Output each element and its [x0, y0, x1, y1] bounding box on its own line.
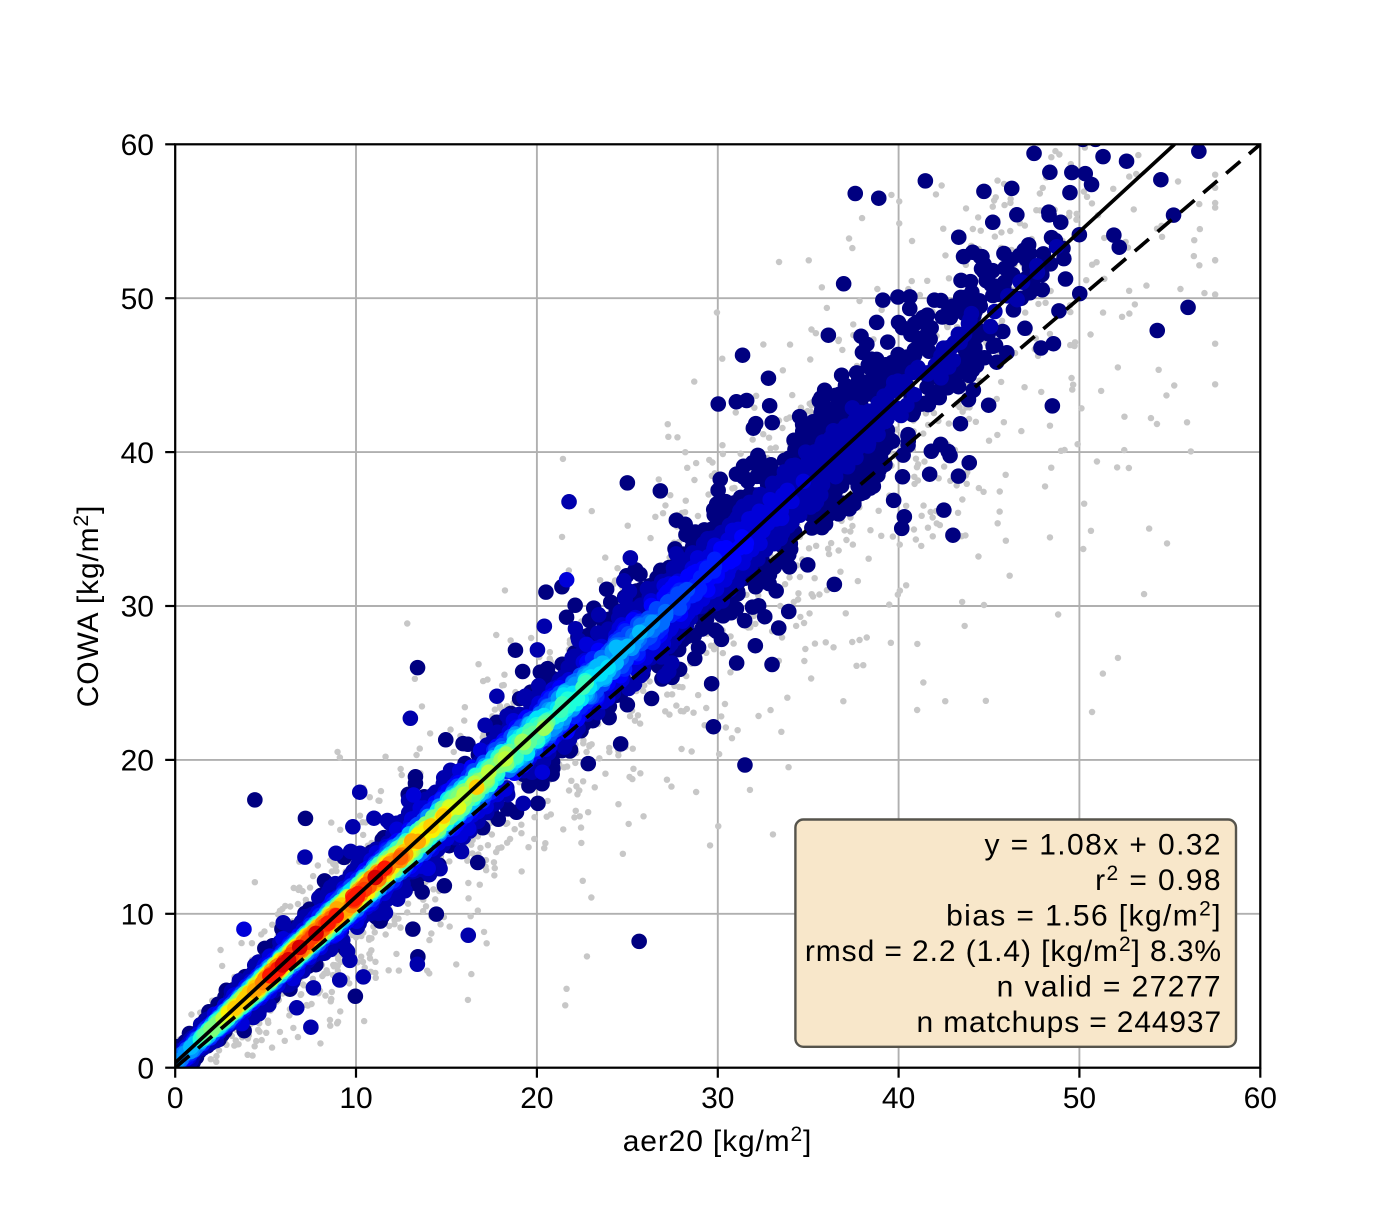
- svg-text:rmsd = 2.2 (1.4) [kg/m2] 8.3%: rmsd = 2.2 (1.4) [kg/m2] 8.3%: [805, 933, 1222, 968]
- svg-text:y = 1.08x + 0.32: y = 1.08x + 0.32: [984, 829, 1222, 862]
- svg-text:10: 10: [339, 1082, 372, 1115]
- svg-text:20: 20: [520, 1082, 553, 1115]
- svg-text:50: 50: [121, 283, 154, 316]
- svg-text:50: 50: [1063, 1082, 1096, 1115]
- svg-text:0: 0: [167, 1082, 184, 1115]
- svg-text:20: 20: [121, 745, 154, 778]
- svg-text:30: 30: [121, 591, 154, 624]
- svg-text:COWA [kg/m2]: COWA [kg/m2]: [70, 505, 105, 707]
- svg-text:n matchups = 244937: n matchups = 244937: [916, 1006, 1222, 1039]
- svg-text:30: 30: [701, 1082, 734, 1115]
- svg-text:60: 60: [1244, 1082, 1277, 1115]
- svg-text:aer20 [kg/m2]: aer20 [kg/m2]: [623, 1123, 812, 1158]
- svg-text:n valid = 27277: n valid = 27277: [997, 971, 1222, 1004]
- svg-text:60: 60: [121, 129, 154, 162]
- svg-text:40: 40: [121, 437, 154, 470]
- svg-text:10: 10: [121, 899, 154, 932]
- svg-text:40: 40: [882, 1082, 915, 1115]
- svg-text:0: 0: [137, 1052, 154, 1085]
- svg-text:bias = 1.56 [kg/m2]: bias = 1.56 [kg/m2]: [946, 898, 1222, 933]
